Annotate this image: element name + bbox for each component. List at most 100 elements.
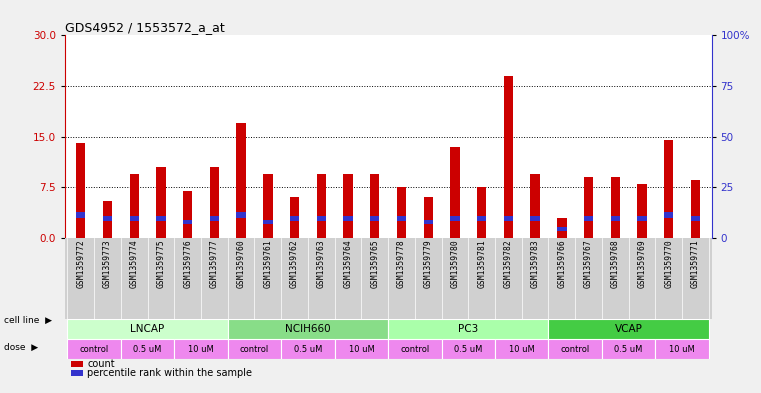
Text: GSM1359782: GSM1359782 <box>504 239 513 288</box>
Bar <box>691 216 700 221</box>
Bar <box>370 216 380 221</box>
Text: GSM1359773: GSM1359773 <box>103 239 112 288</box>
Text: 10 uM: 10 uM <box>509 345 535 354</box>
Bar <box>388 339 441 359</box>
Bar <box>76 143 85 238</box>
Text: GSM1359780: GSM1359780 <box>451 239 460 288</box>
Text: GSM1359763: GSM1359763 <box>317 239 326 288</box>
Text: 10 uM: 10 uM <box>349 345 374 354</box>
Text: GSM1359783: GSM1359783 <box>530 239 540 288</box>
Bar <box>156 216 166 221</box>
Bar <box>691 180 700 238</box>
Text: GSM1359772: GSM1359772 <box>76 239 85 288</box>
Text: cell line  ▶: cell line ▶ <box>4 316 52 325</box>
Bar <box>370 174 380 238</box>
Bar <box>72 370 83 376</box>
Bar <box>317 174 326 238</box>
Bar <box>343 174 352 238</box>
Bar <box>335 339 388 359</box>
Text: GSM1359768: GSM1359768 <box>611 239 619 288</box>
Text: GSM1359770: GSM1359770 <box>664 239 673 288</box>
Bar <box>477 216 486 221</box>
Text: PC3: PC3 <box>458 324 479 334</box>
Text: percentile rank within the sample: percentile rank within the sample <box>88 368 253 378</box>
Bar <box>396 216 406 221</box>
Bar <box>103 216 112 221</box>
Text: GSM1359761: GSM1359761 <box>263 239 272 288</box>
Bar <box>557 218 566 238</box>
Bar <box>451 216 460 221</box>
Bar <box>237 123 246 238</box>
Text: GSM1359765: GSM1359765 <box>371 239 379 288</box>
Text: 0.5 uM: 0.5 uM <box>454 345 482 354</box>
Bar <box>228 319 388 339</box>
Text: count: count <box>88 359 115 369</box>
Bar <box>76 212 85 218</box>
Bar <box>129 216 139 221</box>
Bar <box>396 187 406 238</box>
Bar <box>530 216 540 221</box>
Bar <box>424 220 433 224</box>
Text: LNCAP: LNCAP <box>130 324 164 334</box>
Bar <box>664 140 673 238</box>
Bar <box>638 184 647 238</box>
Bar <box>602 339 655 359</box>
Text: GSM1359776: GSM1359776 <box>183 239 192 288</box>
Bar <box>610 216 620 221</box>
Bar <box>495 339 549 359</box>
Text: GSM1359769: GSM1359769 <box>638 239 647 288</box>
Text: NCIH660: NCIH660 <box>285 324 331 334</box>
Text: GSM1359779: GSM1359779 <box>424 239 433 288</box>
Bar <box>317 216 326 221</box>
Bar <box>424 197 433 238</box>
Bar <box>584 177 594 238</box>
Text: GSM1359771: GSM1359771 <box>691 239 700 288</box>
Bar <box>282 339 335 359</box>
Bar <box>530 174 540 238</box>
Text: 0.5 uM: 0.5 uM <box>294 345 322 354</box>
Bar <box>549 319 708 339</box>
Bar <box>129 174 139 238</box>
Bar <box>68 319 228 339</box>
Text: control: control <box>561 345 590 354</box>
Text: control: control <box>400 345 429 354</box>
Bar <box>664 212 673 218</box>
Bar <box>451 147 460 238</box>
Text: 0.5 uM: 0.5 uM <box>133 345 162 354</box>
Text: 0.5 uM: 0.5 uM <box>614 345 643 354</box>
Bar <box>210 167 219 238</box>
Bar <box>174 339 228 359</box>
Bar <box>263 174 272 238</box>
Bar <box>210 216 219 221</box>
Bar <box>263 220 272 224</box>
Bar <box>290 197 299 238</box>
Text: GSM1359764: GSM1359764 <box>343 239 352 288</box>
Text: GSM1359781: GSM1359781 <box>477 239 486 288</box>
Bar <box>504 76 513 238</box>
Bar <box>610 177 620 238</box>
Bar <box>156 167 166 238</box>
Text: GSM1359774: GSM1359774 <box>129 239 139 288</box>
Text: GSM1359760: GSM1359760 <box>237 239 246 288</box>
Bar <box>655 339 708 359</box>
Bar <box>290 216 299 221</box>
Text: 10 uM: 10 uM <box>188 345 214 354</box>
Text: 10 uM: 10 uM <box>669 345 695 354</box>
Bar <box>584 216 594 221</box>
Bar <box>441 339 495 359</box>
Bar <box>557 227 566 231</box>
Bar <box>388 319 549 339</box>
Bar <box>68 339 121 359</box>
Bar <box>183 220 193 224</box>
Bar <box>121 339 174 359</box>
Text: GDS4952 / 1553572_a_at: GDS4952 / 1553572_a_at <box>65 21 224 34</box>
Bar <box>183 191 193 238</box>
Text: GSM1359777: GSM1359777 <box>210 239 219 288</box>
Bar <box>237 212 246 218</box>
Text: GSM1359767: GSM1359767 <box>584 239 593 288</box>
Bar <box>638 216 647 221</box>
Text: GSM1359766: GSM1359766 <box>557 239 566 288</box>
Text: dose  ▶: dose ▶ <box>4 343 38 352</box>
Bar <box>343 216 352 221</box>
Text: GSM1359778: GSM1359778 <box>397 239 406 288</box>
